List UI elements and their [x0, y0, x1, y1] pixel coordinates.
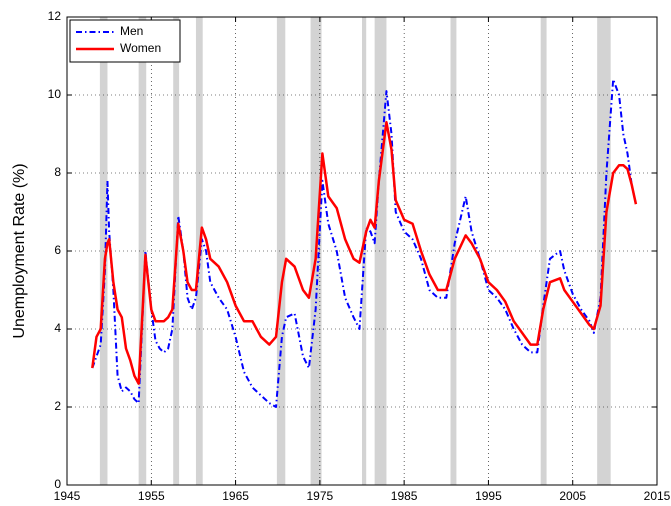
recession-band [374, 17, 387, 485]
x-tick-label: 1975 [307, 489, 334, 503]
y-tick-label: 8 [54, 165, 61, 179]
y-tick-label: 4 [54, 321, 61, 335]
x-tick-label: 2015 [644, 489, 671, 503]
y-tick-label: 0 [54, 477, 61, 491]
plot-frame [66, 16, 658, 486]
y-tick-label: 10 [48, 87, 62, 101]
legend-label: Men [120, 24, 143, 38]
x-tick-label: 1995 [475, 489, 502, 503]
x-tick-label: 1985 [391, 489, 418, 503]
recession-band [138, 17, 147, 485]
y-tick-label: 12 [48, 9, 62, 23]
x-tick-label: 1955 [138, 489, 165, 503]
recession-band [276, 17, 286, 485]
y-axis-label: Unemployment Rate (%) [11, 163, 28, 338]
legend-box [69, 19, 181, 63]
x-tick-label: 2005 [559, 489, 586, 503]
recession-band [362, 17, 367, 485]
y-tick-label: 6 [54, 243, 61, 257]
y-tick-label: 2 [54, 399, 61, 413]
x-tick-label: 1945 [54, 489, 81, 503]
x-tick-label: 1965 [222, 489, 249, 503]
legend-label: Women [120, 41, 161, 55]
series-line [91, 121, 638, 385]
